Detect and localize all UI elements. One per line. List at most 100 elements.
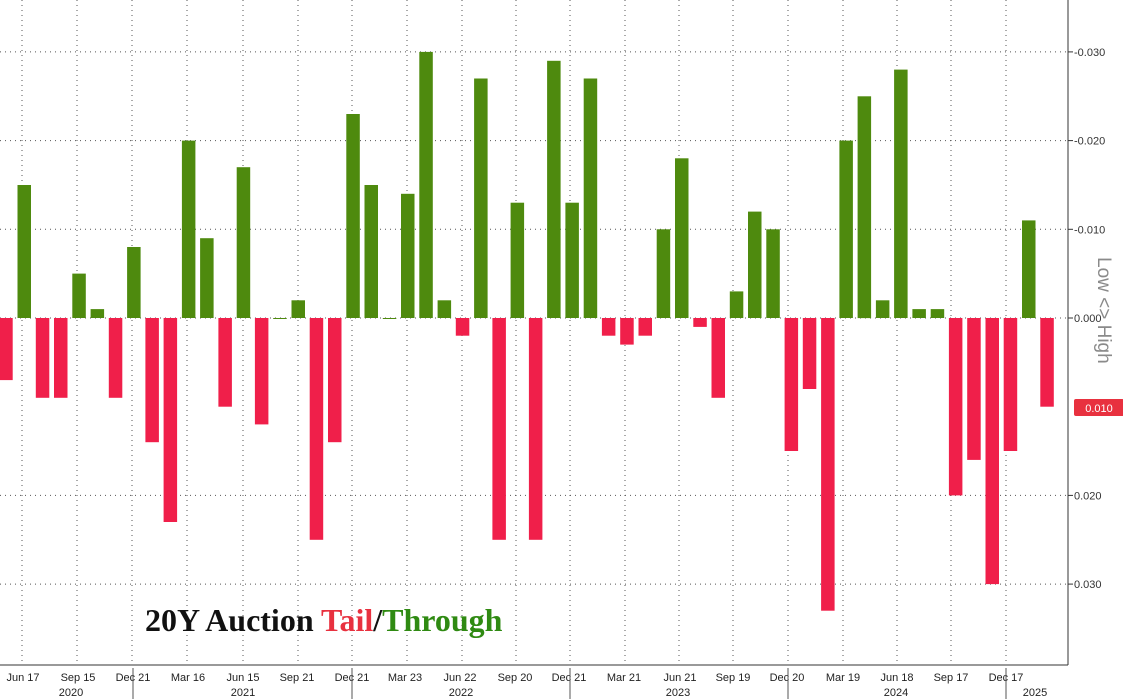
tail-bar [601, 318, 616, 336]
through-bar [748, 211, 762, 318]
tail-bar [254, 318, 269, 425]
tail-bar [328, 318, 342, 443]
x-month-label: Sep 17 [934, 672, 969, 684]
x-month-label: Jun 17 [6, 672, 39, 684]
x-month-label: Mar 21 [607, 672, 641, 684]
through-bar [127, 247, 141, 318]
x-month-label: Jun 18 [880, 672, 913, 684]
y-tick-labels: -0.030 -0.020 -0.010 0.000 0.020 0.030 [1074, 47, 1105, 591]
x-year-label: 2021 [231, 687, 255, 699]
tail-bar [638, 318, 652, 336]
through-bar [437, 300, 452, 318]
x-month-label: Dec 20 [770, 672, 805, 684]
y-axis-title: Low <> High [1093, 257, 1114, 364]
through-bar [766, 229, 780, 318]
tail-bar [455, 318, 470, 336]
tail-bar [985, 318, 999, 585]
tail-bar [145, 318, 159, 443]
chart-title: 20Y Auction Tail/Through [145, 602, 503, 638]
through-bar [565, 202, 579, 318]
through-bar [547, 60, 561, 319]
through-bar [912, 309, 926, 318]
through-bar [656, 229, 671, 318]
x-year-label: 2023 [666, 687, 690, 699]
y-tick-label: -0.010 [1074, 224, 1105, 236]
y-tick-label: 0.000 [1074, 313, 1102, 325]
x-month-label: Mar 16 [171, 672, 205, 684]
through-bar [875, 300, 890, 318]
tail-bar [35, 318, 50, 398]
through-bar [419, 51, 433, 319]
through-bar [729, 291, 744, 318]
through-bar [382, 318, 397, 319]
x-month-label: Sep 19 [716, 672, 751, 684]
x-month-label: Jun 15 [226, 672, 259, 684]
through-bar [291, 300, 305, 318]
x-month-label: Jun 22 [443, 672, 476, 684]
tail-bar [802, 318, 817, 389]
through-bar [346, 114, 360, 318]
last-value-label: 0.010 [1085, 403, 1113, 415]
tail-bar [528, 318, 543, 540]
x-month-label: Mar 23 [388, 672, 422, 684]
through-bar [364, 185, 378, 318]
axis-layer [0, 0, 1069, 666]
through-bar [72, 273, 86, 318]
through-bar [90, 309, 105, 318]
x-year-label: 2022 [449, 687, 473, 699]
tail-bar [0, 318, 13, 381]
through-bar [17, 185, 31, 318]
through-bar [675, 158, 689, 318]
chart-title-part: 20Y Auction [145, 602, 321, 638]
y-tick-label: 0.020 [1074, 490, 1102, 502]
through-bar [200, 238, 214, 318]
through-bar [510, 202, 525, 318]
through-bar [181, 140, 196, 318]
last-value-badge [1074, 399, 1123, 416]
through-bar [930, 309, 945, 318]
bar-layer [0, 51, 1054, 611]
tail-bar [492, 318, 506, 540]
tail-bar [1040, 318, 1054, 407]
x-month-label: Mar 19 [826, 672, 860, 684]
last-value-marker: 0.010 [1074, 399, 1123, 416]
x-month-label: Sep 21 [280, 672, 315, 684]
tail-bar [620, 318, 634, 345]
through-bar [236, 167, 251, 318]
tail-bar [693, 318, 707, 327]
tail-bar [309, 318, 324, 540]
through-bar [583, 78, 598, 318]
x-month-label: Sep 15 [61, 672, 96, 684]
through-bar [1022, 220, 1036, 318]
x-month-label: Sep 20 [498, 672, 533, 684]
tail-bar [711, 318, 725, 398]
chart-title-part: Through [382, 602, 503, 638]
x-axis-labels: Jun 17 Sep 15 Dec 21 Mar 16 Jun 15 Sep 21 Dec … [6, 668, 1047, 699]
chart-title-part: / [372, 602, 383, 638]
x-year-label: 2020 [59, 687, 83, 699]
tail-bar [108, 318, 123, 398]
tail-bar [821, 318, 835, 611]
tail-bar [948, 318, 963, 496]
x-year-label: 2024 [884, 687, 908, 699]
tail-bar [1003, 318, 1018, 451]
x-month-label: Jun 21 [663, 672, 696, 684]
chart-title-part: Tail [321, 602, 373, 638]
tail-bar [54, 318, 68, 398]
y-tick-label: 0.030 [1074, 579, 1102, 591]
y-tick-label: -0.030 [1074, 47, 1105, 59]
through-bar [857, 96, 872, 319]
through-bar [401, 193, 415, 318]
y-tick-label: -0.020 [1074, 136, 1105, 148]
x-year-label: 2025 [1023, 687, 1047, 699]
through-bar [273, 318, 287, 319]
through-bar [894, 69, 908, 318]
tail-bar [784, 318, 799, 451]
tail-bar [163, 318, 178, 522]
through-bar [839, 140, 853, 318]
tail-bar [967, 318, 981, 460]
tail-bar [218, 318, 232, 407]
through-bar [474, 78, 488, 318]
